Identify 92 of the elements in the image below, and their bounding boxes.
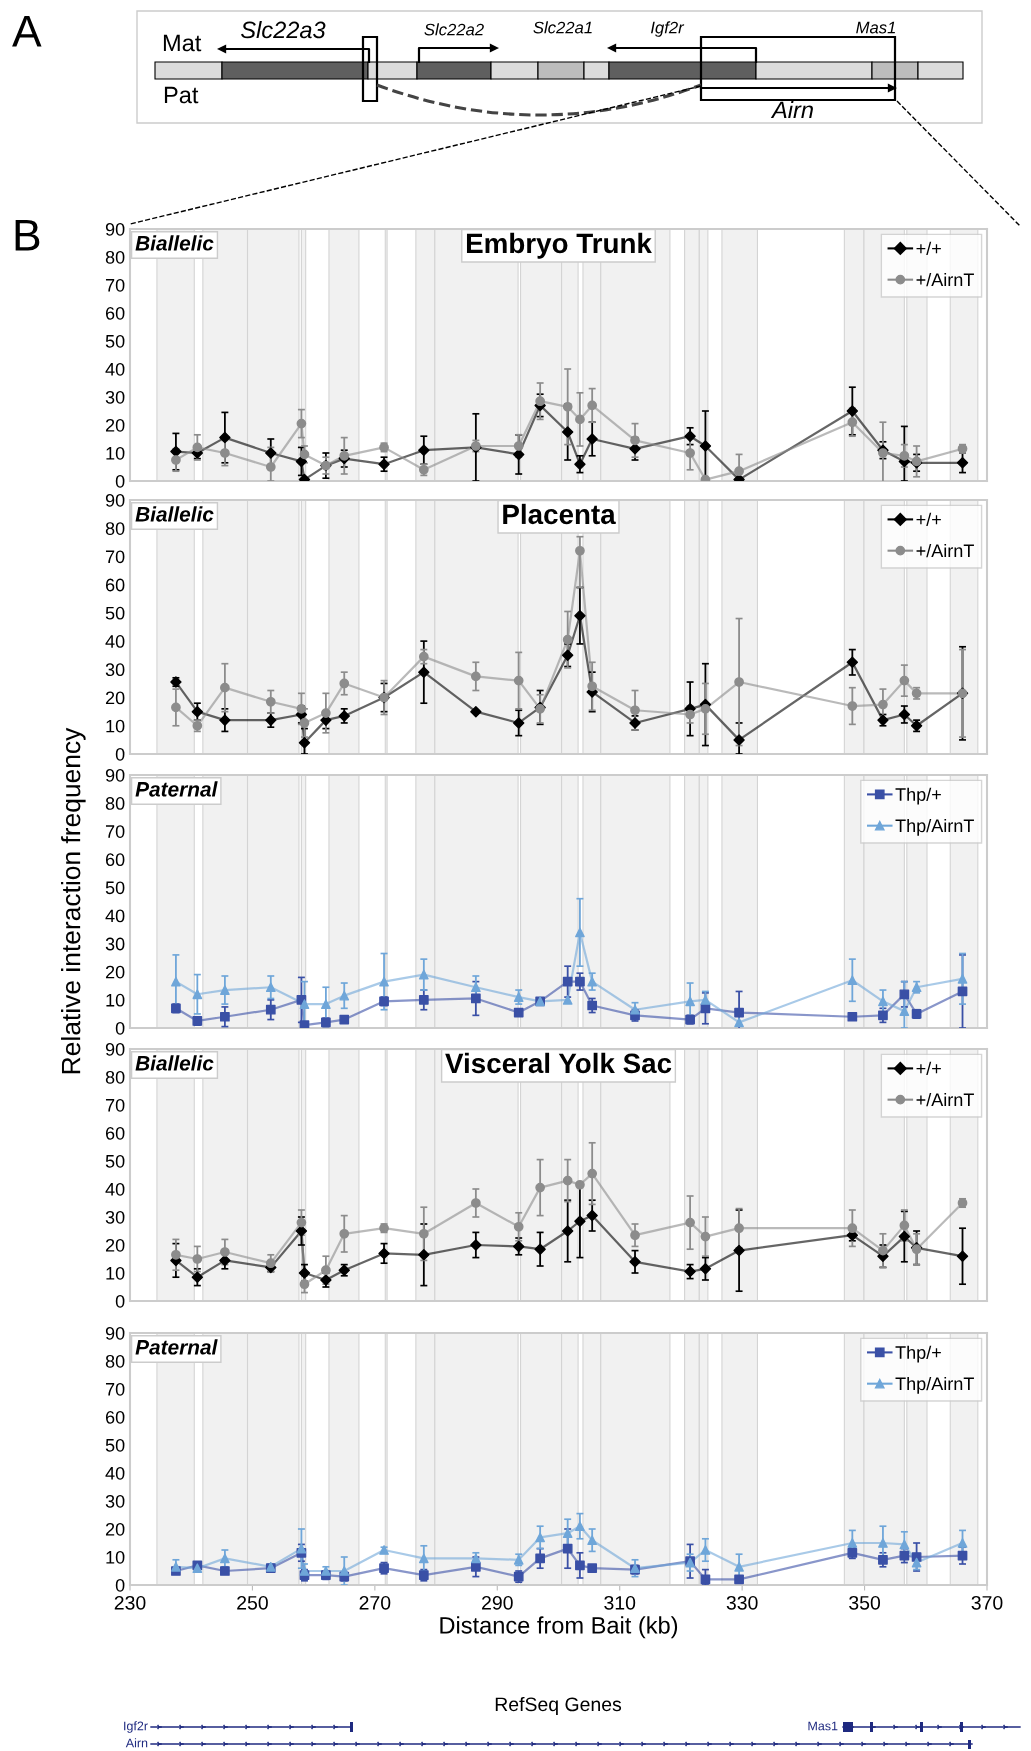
y-tick-label: 70 <box>105 550 125 564</box>
y-tick-label: 30 <box>105 937 125 951</box>
text: A <box>12 15 42 47</box>
legend-label: +/AirnT <box>916 272 974 287</box>
y-tick-label: 60 <box>105 578 125 592</box>
text: Airn <box>125 1738 148 1748</box>
legend-label: +/+ <box>916 512 941 526</box>
y-tick-label: 70 <box>105 1382 125 1396</box>
text: Slc22a2 <box>424 23 484 36</box>
y-tick-label: 10 <box>106 993 125 1007</box>
y-tick-label: 30 <box>105 1210 125 1224</box>
y-tick-label: 40 <box>105 1182 125 1196</box>
legend-label: +/AirnT <box>916 1092 974 1107</box>
x-tick-label: 370 <box>971 1595 1003 1610</box>
text: Mas1 <box>856 21 895 34</box>
legend-label: Thp/+ <box>895 1345 941 1363</box>
y-tick-label: 50 <box>105 334 125 348</box>
y-tick-label: 30 <box>105 663 125 677</box>
x-tick-label: 250 <box>237 1595 268 1610</box>
x-tick-label: 270 <box>359 1595 391 1610</box>
y-tick-label: 60 <box>105 1410 125 1424</box>
y-tick-label: 40 <box>105 362 125 376</box>
y-tick-label: 50 <box>105 606 125 620</box>
y-tick-label: 60 <box>105 306 125 320</box>
y-tick-label: 80 <box>105 1070 125 1084</box>
legend-label: Thp/+ <box>895 787 941 805</box>
text: RefSeq Genes <box>495 1696 622 1716</box>
y-tick-label: 80 <box>105 797 125 810</box>
x-axis-title: Distance from Bait (kb) <box>440 1616 678 1639</box>
annotation: Paternal <box>135 1339 218 1355</box>
chart-title: Visceral Yolk Sac <box>445 1052 672 1074</box>
text: Slc22a1 <box>533 21 592 34</box>
y-tick-label: 10 <box>106 1550 125 1564</box>
y-tick-label: 50 <box>105 1154 125 1168</box>
y-tick-label: 90 <box>105 493 125 507</box>
y-tick-label: 20 <box>105 1522 125 1536</box>
y-tick-label: 50 <box>105 1438 125 1452</box>
annotation: Biallelic <box>135 235 214 251</box>
text: Igf2r <box>650 21 685 37</box>
y-tick-label: 90 <box>105 768 125 782</box>
text: Mas1 <box>808 1721 838 1731</box>
annotation: Paternal <box>135 781 218 797</box>
annotation: Biallelic <box>135 506 214 522</box>
y-tick-label: 70 <box>105 1098 125 1112</box>
x-tick-label: 310 <box>604 1595 636 1610</box>
text: Slc22a3 <box>241 21 326 39</box>
text: B <box>15 219 40 251</box>
y-tick-label: 0 <box>115 1578 125 1592</box>
y-tick-label: 40 <box>105 635 125 648</box>
y-tick-label: 10 <box>106 1266 125 1280</box>
y-tick-label: 20 <box>105 418 125 432</box>
y-tick-label: 30 <box>105 1494 125 1508</box>
x-tick-label: 290 <box>482 1595 513 1610</box>
text: Igf2r <box>124 1721 148 1733</box>
y-tick-label: 20 <box>105 691 125 705</box>
y-tick-label: 0 <box>115 1294 125 1308</box>
x-tick-label: 330 <box>726 1595 758 1610</box>
text: Airn <box>770 101 813 119</box>
y-tick-label: 90 <box>105 1326 125 1340</box>
y-tick-label: 0 <box>115 1021 125 1035</box>
y-tick-label: 40 <box>105 909 125 923</box>
legend-label: +/+ <box>916 241 941 255</box>
y-tick-label: 0 <box>115 474 125 488</box>
chart-title: Placenta <box>503 503 616 525</box>
y-tick-label: 90 <box>105 1042 125 1056</box>
y-tick-label: 70 <box>105 825 125 838</box>
y-tick-label: 40 <box>105 1466 125 1480</box>
y-tick-label: 80 <box>105 522 125 535</box>
y-tick-label: 20 <box>105 1238 125 1252</box>
y-axis-title: Relative interaction frequency <box>61 727 86 1074</box>
chart-title: Embryo Trunk <box>466 232 652 259</box>
y-tick-label: 80 <box>105 250 125 264</box>
legend-label: +/AirnT <box>916 543 974 558</box>
y-tick-label: 20 <box>105 965 125 979</box>
y-tick-label: 30 <box>105 390 125 404</box>
text: Pat <box>164 86 199 104</box>
y-tick-label: 10 <box>106 719 125 733</box>
y-tick-label: 60 <box>105 1126 125 1140</box>
y-tick-label: 70 <box>105 278 125 292</box>
y-tick-label: 60 <box>105 853 125 867</box>
x-tick-label: 230 <box>114 1595 146 1610</box>
annotation: Biallelic <box>135 1055 214 1071</box>
y-tick-label: 10 <box>106 446 125 460</box>
legend-label: Thp/AirnT <box>895 1376 974 1394</box>
legend-label: Thp/AirnT <box>895 818 974 836</box>
y-tick-label: 50 <box>105 881 125 895</box>
text: Mat <box>163 34 202 52</box>
x-tick-label: 350 <box>849 1595 881 1610</box>
y-tick-label: 90 <box>105 222 125 236</box>
y-tick-label: 80 <box>105 1354 125 1368</box>
y-tick-label: 0 <box>115 747 125 761</box>
legend-label: +/+ <box>916 1061 941 1075</box>
